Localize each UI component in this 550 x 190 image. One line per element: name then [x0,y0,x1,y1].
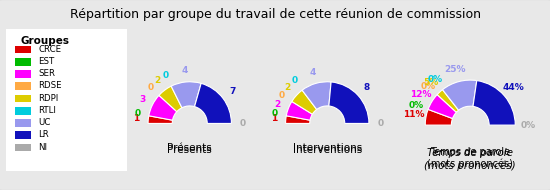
Text: 1: 1 [271,114,277,123]
Text: 2: 2 [155,76,161,85]
Text: RDSE: RDSE [38,82,62,90]
Text: Répartition par groupe du travail de cette réunion de commission: Répartition par groupe du travail de cet… [69,8,481,21]
Text: 12%: 12% [410,90,432,99]
Wedge shape [159,86,182,112]
Text: SER: SER [38,69,55,78]
Text: 2: 2 [285,83,291,92]
Wedge shape [149,95,177,120]
Wedge shape [287,101,312,120]
Text: 0: 0 [377,119,384,128]
Text: Présents: Présents [167,143,212,154]
Text: 7: 7 [229,87,235,96]
Text: RDPI: RDPI [38,94,58,103]
Text: Interventions: Interventions [293,143,362,154]
Text: LR: LR [38,131,49,139]
Bar [15,144,31,151]
Wedge shape [195,83,232,124]
Text: 0%: 0% [420,82,436,91]
Text: 0: 0 [292,76,298,85]
Text: Groupes: Groupes [20,36,69,46]
Wedge shape [302,82,331,109]
Wedge shape [425,109,453,125]
Wedge shape [473,81,515,125]
Text: 0%: 0% [409,101,424,109]
Text: UC: UC [38,118,51,127]
Bar [15,131,31,139]
Text: 25%: 25% [445,65,466,74]
Text: Temps de parole
(mots prononcés): Temps de parole (mots prononcés) [427,147,513,169]
Wedge shape [171,82,201,108]
Wedge shape [437,90,459,112]
Text: CRCE: CRCE [38,45,61,54]
Text: 0%: 0% [427,75,442,84]
Text: NI: NI [38,143,47,152]
Text: Présents: Présents [167,145,212,155]
Text: 0: 0 [147,83,153,92]
Bar [15,107,31,115]
Wedge shape [292,90,317,114]
Text: 11%: 11% [403,110,424,119]
Wedge shape [148,116,173,124]
Text: Temps de parole
(mots prononcés): Temps de parole (mots prononcés) [425,149,516,171]
Bar [15,95,31,102]
FancyBboxPatch shape [0,21,133,178]
Text: 0: 0 [134,109,140,118]
Text: 8: 8 [364,83,370,92]
Text: 1: 1 [134,114,140,123]
Text: 0: 0 [279,91,285,100]
Wedge shape [285,116,310,124]
Wedge shape [443,80,477,110]
Text: 4: 4 [310,68,316,77]
Text: 3: 3 [139,95,145,104]
Text: 5%: 5% [424,78,439,87]
Bar [15,82,31,90]
Text: 0: 0 [163,71,169,80]
Text: 44%: 44% [503,83,525,92]
Text: 0%: 0% [520,121,535,130]
Text: EST: EST [38,57,54,66]
Text: 0: 0 [240,119,246,128]
Bar [15,58,31,66]
Bar [15,119,31,127]
Text: RTLI: RTLI [38,106,56,115]
Bar [15,46,31,53]
Text: 0: 0 [272,109,278,118]
Wedge shape [428,95,456,119]
Bar [15,70,31,78]
Text: 4: 4 [182,66,188,75]
Text: 2: 2 [274,100,280,109]
Text: Interventions: Interventions [293,145,362,155]
Wedge shape [329,82,369,124]
